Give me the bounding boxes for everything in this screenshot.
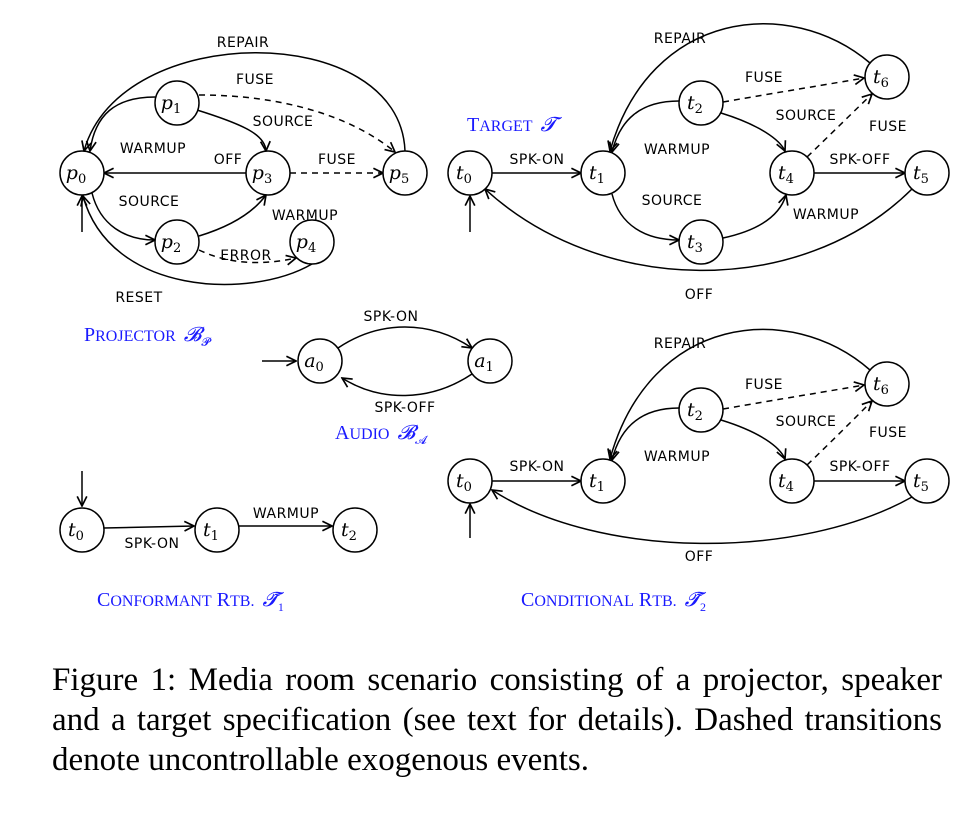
transition-audio — [337, 326, 472, 348]
transition-label-target: WARMUP — [644, 142, 710, 158]
state-conformant-t1: t1 — [194, 507, 240, 553]
transition-label-projector: WARMUP — [120, 141, 186, 157]
transition-target — [485, 189, 913, 272]
transition-label-conditional: FUSE — [745, 377, 783, 393]
state-conformant-t2: t2 — [332, 507, 378, 553]
state-target-t3: t3 — [678, 219, 724, 265]
transition-label-projector: RESET — [115, 290, 162, 306]
transition-projector — [83, 196, 313, 286]
transition-label-conditional: SPK-OFF — [829, 459, 890, 475]
transition-projector — [90, 96, 156, 151]
transition-projector — [198, 94, 395, 152]
transition-label-target: FUSE — [869, 119, 907, 135]
figure-caption: Figure 1: Media room scenario consisting… — [52, 662, 942, 778]
state-target-t4: t4 — [769, 150, 815, 196]
transition-conditional — [492, 490, 913, 545]
transition-projector — [91, 192, 155, 240]
transition-label-conditional: WARMUP — [644, 449, 710, 465]
state-conditional-t0: t0 — [447, 458, 493, 504]
transition-label-target: REPAIR — [654, 31, 707, 47]
state-projector-p1: p1 — [154, 80, 200, 126]
transition-conformant — [103, 526, 194, 528]
state-target-t1: t1 — [580, 150, 626, 196]
transition-target — [806, 94, 872, 158]
transition-label-projector: FUSE — [318, 152, 356, 168]
state-conditional-t5: t5 — [904, 458, 950, 504]
state-projector-p4: p4 — [289, 219, 335, 265]
title-audio: AUDIO 𝓑𝓐 — [335, 420, 428, 447]
transition-label-projector: WARMUP — [272, 208, 338, 224]
transition-label-conformant: SPK-ON — [125, 536, 180, 552]
title-projector: PROJECTOR 𝓑𝓟 — [84, 322, 212, 349]
transition-label-projector: ERROR — [220, 248, 272, 264]
transition-conditional — [612, 407, 680, 460]
state-projector-p3: p3 — [245, 150, 291, 196]
state-conditional-t6: t6 — [864, 361, 910, 407]
transition-conditional — [720, 419, 785, 459]
transition-label-conditional: SOURCE — [776, 414, 837, 430]
title-conformant: CONFORMANT RTB. 𝓣̃1 — [97, 587, 284, 614]
transition-label-conditional: OFF — [685, 549, 714, 565]
transition-projector — [84, 52, 406, 151]
state-projector-p2: p2 — [154, 219, 200, 265]
transition-target — [720, 112, 785, 151]
transition-conditional — [610, 328, 871, 459]
state-conditional-t4: t4 — [769, 458, 815, 504]
transition-label-target: SPK-OFF — [829, 152, 890, 168]
transition-label-conformant: WARMUP — [253, 506, 319, 522]
title-target: TARGET 𝓣 — [467, 112, 563, 136]
transition-label-audio: SPK-OFF — [374, 400, 435, 416]
state-projector-p0: p0 — [59, 150, 105, 196]
transition-label-conditional: SPK-ON — [510, 459, 565, 475]
transition-projector — [196, 109, 266, 151]
transition-label-target: FUSE — [745, 70, 783, 86]
transition-label-target: WARMUP — [793, 207, 859, 223]
transition-conditional — [722, 385, 864, 410]
state-target-t2: t2 — [678, 80, 724, 126]
state-conditional-t1: t1 — [580, 458, 626, 504]
transition-target — [722, 78, 864, 103]
state-target-t0: t0 — [447, 150, 493, 196]
transition-label-projector: SOURCE — [253, 114, 314, 130]
transition-target — [611, 193, 679, 240]
state-audio-a0: a0 — [297, 338, 343, 384]
transition-label-audio: SPK-ON — [364, 309, 419, 325]
transition-projector — [198, 249, 296, 263]
transition-target — [722, 195, 786, 239]
transition-target — [612, 100, 680, 152]
state-conditional-t2: t2 — [678, 387, 724, 433]
transition-label-projector: REPAIR — [217, 35, 270, 51]
transition-label-projector: OFF — [214, 152, 243, 168]
transition-label-target: SOURCE — [642, 193, 703, 209]
transition-label-target: SPK-ON — [510, 152, 565, 168]
state-target-t6: t6 — [864, 54, 910, 100]
state-conformant-t0: t0 — [59, 507, 105, 553]
transition-target — [610, 23, 871, 151]
transition-label-conditional: REPAIR — [654, 336, 707, 352]
transition-conditional — [806, 401, 872, 466]
state-target-t5: t5 — [904, 150, 950, 196]
transition-label-target: SOURCE — [776, 108, 837, 124]
transition-label-projector: FUSE — [236, 72, 274, 88]
state-audio-a1: a1 — [467, 338, 513, 384]
figure-diagram: REPAIR FUSE SOURCE WARMUP OFF FUSE SOURCE WARMU… — [59, 23, 950, 614]
title-conditional: CONDITIONAL RTB. 𝓣̃2 — [521, 587, 707, 614]
transition-projector — [198, 195, 266, 237]
transition-label-conditional: FUSE — [869, 425, 907, 441]
transition-label-projector: SOURCE — [119, 194, 180, 210]
transition-label-target: OFF — [685, 287, 714, 303]
transition-audio — [342, 373, 473, 397]
state-projector-p5: p5 — [382, 150, 428, 196]
